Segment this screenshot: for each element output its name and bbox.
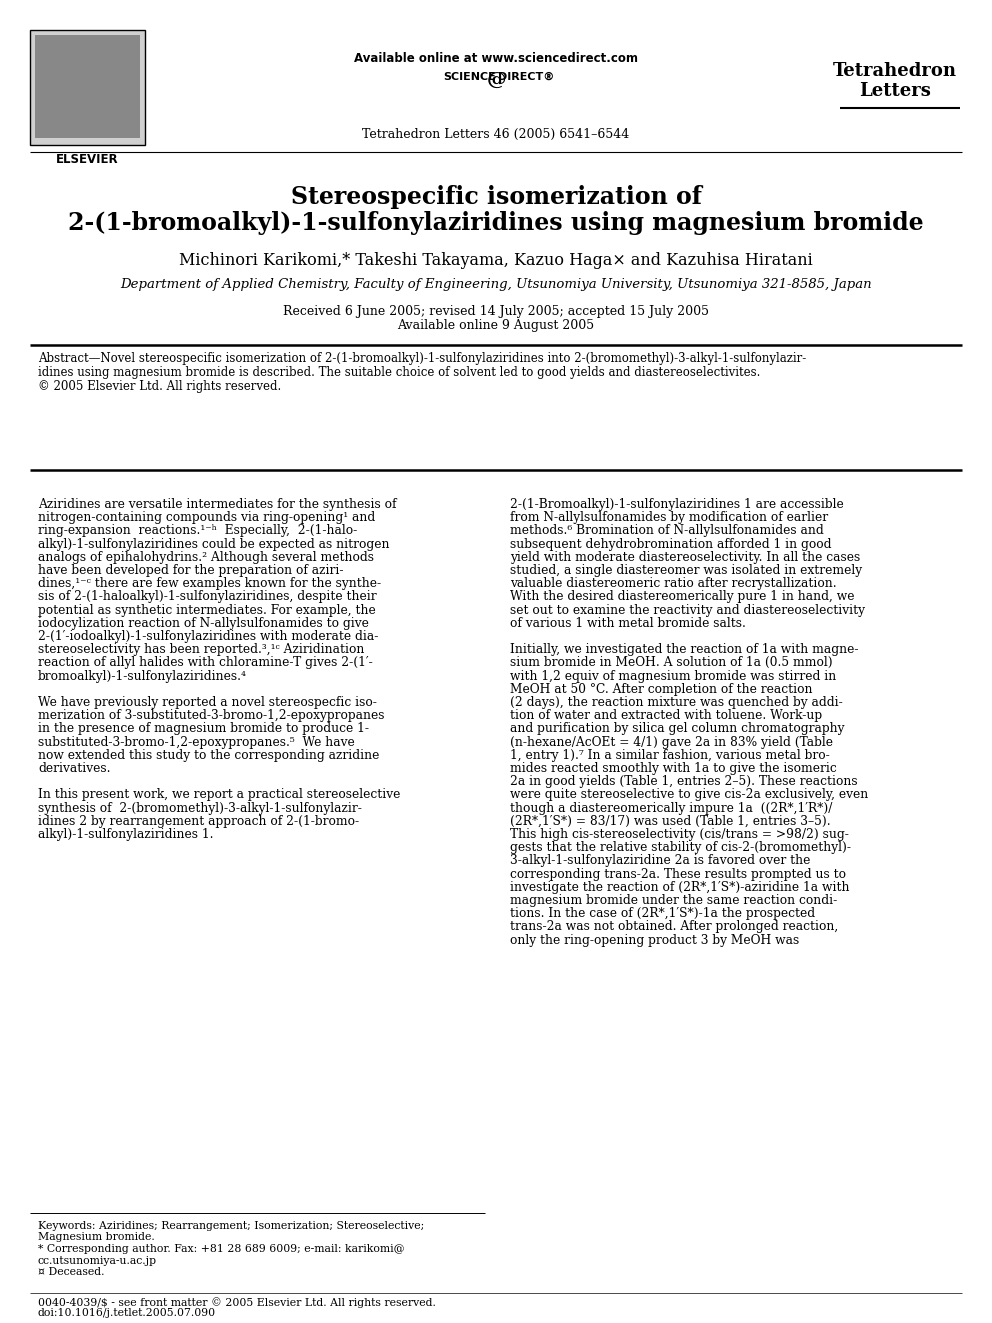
Text: Michinori Karikomi,* Takeshi Takayama, Kazuo Haga× and Kazuhisa Hiratani: Michinori Karikomi,* Takeshi Takayama, K… [180,251,812,269]
Text: bromoalkyl)-1-sulfonylaziridines.⁴: bromoalkyl)-1-sulfonylaziridines.⁴ [38,669,247,683]
Text: derivatives.: derivatives. [38,762,110,775]
Text: 2a in good yields (Table 1, entries 2–5). These reactions: 2a in good yields (Table 1, entries 2–5)… [510,775,858,789]
Text: We have previously reported a novel stereospecfic iso-: We have previously reported a novel ster… [38,696,377,709]
Text: ¤ Deceased.: ¤ Deceased. [38,1267,104,1277]
FancyBboxPatch shape [35,34,140,138]
Text: DIRECT®: DIRECT® [498,71,555,82]
Text: Department of Applied Chemistry, Faculty of Engineering, Utsunomiya University, : Department of Applied Chemistry, Faculty… [120,278,872,291]
Text: magnesium bromide under the same reaction condi-: magnesium bromide under the same reactio… [510,894,837,908]
Text: ring-expansion  reactions.¹⁻ʰ  Especially,  2-(1-halo-: ring-expansion reactions.¹⁻ʰ Especially,… [38,524,357,537]
Text: trans-2a was not obtained. After prolonged reaction,: trans-2a was not obtained. After prolong… [510,921,838,934]
Text: corresponding trans-2a. These results prompted us to: corresponding trans-2a. These results pr… [510,868,846,881]
Text: doi:10.1016/j.tetlet.2005.07.090: doi:10.1016/j.tetlet.2005.07.090 [38,1308,216,1318]
Text: Magnesium bromide.: Magnesium bromide. [38,1233,155,1242]
Text: potential as synthetic intermediates. For example, the: potential as synthetic intermediates. Fo… [38,603,376,617]
Text: synthesis of  2-(bromomethyl)-3-alkyl-1-sulfonylazir-: synthesis of 2-(bromomethyl)-3-alkyl-1-s… [38,802,362,815]
Text: Available online 9 August 2005: Available online 9 August 2005 [398,319,594,332]
Text: stereoselectivity has been reported.³,¹ᶜ Aziridination: stereoselectivity has been reported.³,¹ᶜ… [38,643,364,656]
Text: valuable diastereomeric ratio after recrystallization.: valuable diastereomeric ratio after recr… [510,577,836,590]
Text: (2R*,1′S*) = 83/17) was used (Table 1, entries 3–5).: (2R*,1′S*) = 83/17) was used (Table 1, e… [510,815,830,828]
Text: 2-(1-bromoalkyl)-1-sulfonylaziridines using magnesium bromide: 2-(1-bromoalkyl)-1-sulfonylaziridines us… [68,210,924,235]
Text: @: @ [486,71,506,90]
Text: were quite stereoselective to give cis-2a exclusively, even: were quite stereoselective to give cis-2… [510,789,868,802]
Text: MeOH at 50 °C. After completion of the reaction: MeOH at 50 °C. After completion of the r… [510,683,812,696]
Text: substituted-3-bromo-1,2-epoxypropanes.⁵  We have: substituted-3-bromo-1,2-epoxypropanes.⁵ … [38,736,355,749]
Text: Keywords: Aziridines; Rearrangement; Isomerization; Stereoselective;: Keywords: Aziridines; Rearrangement; Iso… [38,1221,425,1230]
Text: reaction of allyl halides with chloramine-T gives 2-(1′-: reaction of allyl halides with chloramin… [38,656,373,669]
Text: of various 1 with metal bromide salts.: of various 1 with metal bromide salts. [510,617,746,630]
Text: This high cis-stereoselectivity (cis/trans = >98/2) sug-: This high cis-stereoselectivity (cis/tra… [510,828,849,841]
Text: (n-hexane/AcOEt = 4/1) gave 2a in 83% yield (Table: (n-hexane/AcOEt = 4/1) gave 2a in 83% yi… [510,736,833,749]
Text: methods.⁶ Bromination of N-allylsulfonamides and: methods.⁶ Bromination of N-allylsulfonam… [510,524,823,537]
Text: In this present work, we report a practical stereoselective: In this present work, we report a practi… [38,789,401,802]
Text: Received 6 June 2005; revised 14 July 2005; accepted 15 July 2005: Received 6 June 2005; revised 14 July 20… [283,306,709,318]
Text: idines 2 by rearrangement approach of 2-(1-bromo-: idines 2 by rearrangement approach of 2-… [38,815,359,828]
Text: subsequent dehydrobromination afforded 1 in good: subsequent dehydrobromination afforded 1… [510,537,831,550]
Text: sis of 2-(1-haloalkyl)-1-sulfonylaziridines, despite their: sis of 2-(1-haloalkyl)-1-sulfonylaziridi… [38,590,377,603]
Text: alkyl)-1-sulfonylaziridines 1.: alkyl)-1-sulfonylaziridines 1. [38,828,213,841]
Text: Tetrahedron: Tetrahedron [833,62,957,79]
Text: with 1,2 equiv of magnesium bromide was stirred in: with 1,2 equiv of magnesium bromide was … [510,669,836,683]
Text: With the desired diastereomerically pure 1 in hand, we: With the desired diastereomerically pure… [510,590,854,603]
Text: yield with moderate diastereoselectivity. In all the cases: yield with moderate diastereoselectivity… [510,550,860,564]
Text: © 2005 Elsevier Ltd. All rights reserved.: © 2005 Elsevier Ltd. All rights reserved… [38,380,282,393]
Text: only the ring-opening product 3 by MeOH was: only the ring-opening product 3 by MeOH … [510,934,800,946]
Text: Initially, we investigated the reaction of 1a with magne-: Initially, we investigated the reaction … [510,643,858,656]
Text: mides reacted smoothly with 1a to give the isomeric: mides reacted smoothly with 1a to give t… [510,762,836,775]
Text: dines,¹⁻ᶜ there are few examples known for the synthe-: dines,¹⁻ᶜ there are few examples known f… [38,577,381,590]
Text: analogs of epihalohydrins.² Although several methods: analogs of epihalohydrins.² Although sev… [38,550,374,564]
Text: SCIENCE: SCIENCE [443,71,496,82]
Text: ELSEVIER: ELSEVIER [56,153,118,165]
Text: from N-allylsulfonamides by modification of earlier: from N-allylsulfonamides by modification… [510,511,828,524]
Text: now extended this study to the corresponding azridine: now extended this study to the correspon… [38,749,379,762]
Text: cc.utsunomiya-u.ac.jp: cc.utsunomiya-u.ac.jp [38,1256,157,1266]
Text: Letters: Letters [859,82,930,101]
Text: studied, a single diastereomer was isolated in extremely: studied, a single diastereomer was isola… [510,564,862,577]
Text: have been developed for the preparation of aziri-: have been developed for the preparation … [38,564,343,577]
Text: iodocylization reaction of N-allylsulfonamides to give: iodocylization reaction of N-allylsulfon… [38,617,369,630]
Text: alkyl)-1-sulfonylaziridines could be expected as nitrogen: alkyl)-1-sulfonylaziridines could be exp… [38,537,390,550]
Text: merization of 3-substituted-3-bromo-1,2-epoxypropanes: merization of 3-substituted-3-bromo-1,2-… [38,709,385,722]
Text: tions. In the case of (2R*,1′S*)-1a the prospected: tions. In the case of (2R*,1′S*)-1a the … [510,908,815,921]
Text: in the presence of magnesium bromide to produce 1-: in the presence of magnesium bromide to … [38,722,369,736]
Text: and purification by silica gel column chromatography: and purification by silica gel column ch… [510,722,844,736]
Text: 2-(1-Bromoalkyl)-1-sulfonylaziridines 1 are accessible: 2-(1-Bromoalkyl)-1-sulfonylaziridines 1 … [510,497,844,511]
Text: Available online at www.sciencedirect.com: Available online at www.sciencedirect.co… [354,52,638,65]
FancyBboxPatch shape [30,30,145,146]
Text: 2-(1′-iodoalkyl)-1-sulfonylaziridines with moderate dia-: 2-(1′-iodoalkyl)-1-sulfonylaziridines wi… [38,630,378,643]
Text: though a diastereomerically impure 1a  ((2R*,1′R*)/: though a diastereomerically impure 1a ((… [510,802,832,815]
Text: 3-alkyl-1-sulfonylaziridine 2a is favored over the: 3-alkyl-1-sulfonylaziridine 2a is favore… [510,855,810,868]
Text: idines using magnesium bromide is described. The suitable choice of solvent led : idines using magnesium bromide is descri… [38,366,761,378]
Text: (2 days), the reaction mixture was quenched by addi-: (2 days), the reaction mixture was quenc… [510,696,843,709]
Text: Tetrahedron Letters 46 (2005) 6541–6544: Tetrahedron Letters 46 (2005) 6541–6544 [362,128,630,142]
Text: set out to examine the reactivity and diastereoselectivity: set out to examine the reactivity and di… [510,603,865,617]
Text: Aziridines are versatile intermediates for the synthesis of: Aziridines are versatile intermediates f… [38,497,397,511]
Text: 1, entry 1).⁷ In a similar fashion, various metal bro-: 1, entry 1).⁷ In a similar fashion, vari… [510,749,829,762]
Text: * Corresponding author. Fax: +81 28 689 6009; e-mail: karikomi@: * Corresponding author. Fax: +81 28 689 … [38,1244,405,1254]
Text: sium bromide in MeOH. A solution of 1a (0.5 mmol): sium bromide in MeOH. A solution of 1a (… [510,656,832,669]
Text: tion of water and extracted with toluene. Work-up: tion of water and extracted with toluene… [510,709,822,722]
Text: nitrogen-containing compounds via ring-opening¹ and: nitrogen-containing compounds via ring-o… [38,511,375,524]
Text: gests that the relative stability of cis-2-(bromomethyl)-: gests that the relative stability of cis… [510,841,851,855]
Text: Stereospecific isomerization of: Stereospecific isomerization of [291,185,701,209]
Text: investigate the reaction of (2R*,1′S*)-aziridine 1a with: investigate the reaction of (2R*,1′S*)-a… [510,881,849,894]
Text: 0040-4039/$ - see front matter © 2005 Elsevier Ltd. All rights reserved.: 0040-4039/$ - see front matter © 2005 El… [38,1297,435,1307]
Text: Abstract—Novel stereospecific isomerization of 2-(1-bromoalkyl)-1-sulfonylazirid: Abstract—Novel stereospecific isomerizat… [38,352,806,365]
